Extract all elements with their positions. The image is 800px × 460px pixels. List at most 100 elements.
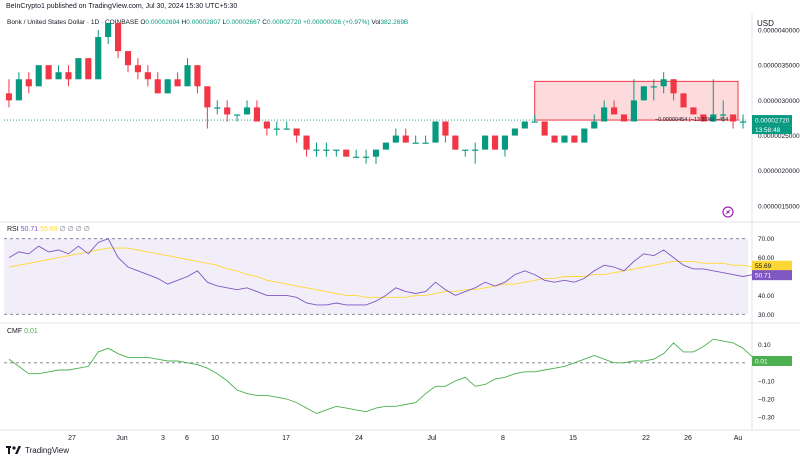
last-price-badge-bg bbox=[752, 115, 792, 126]
candle-body bbox=[611, 107, 618, 115]
candle-body bbox=[293, 128, 300, 136]
candle-body bbox=[75, 58, 82, 80]
cmf-value: 0.01 bbox=[24, 328, 38, 335]
countdown-bg bbox=[752, 125, 792, 135]
candle-body bbox=[541, 121, 548, 136]
publisher-header: BeInCrypto1 published on TradingView.com… bbox=[0, 0, 800, 14]
candle-body bbox=[333, 149, 340, 151]
brand-name: TradingView bbox=[25, 445, 70, 455]
rsi-line bbox=[8, 238, 754, 306]
footer-brand[interactable]: TradingView bbox=[6, 445, 69, 455]
rsi-tick: 40.00 bbox=[758, 293, 775, 300]
cmf-badge: 0.01 bbox=[755, 358, 768, 365]
cmf-tick: −0.30 bbox=[758, 415, 775, 422]
candle-body bbox=[620, 114, 628, 122]
cmf-legend: CMF 0.01 bbox=[7, 328, 38, 335]
x-tick-label: 26 bbox=[684, 435, 692, 442]
rsi-tick: 60.00 bbox=[758, 255, 775, 262]
rsi-band bbox=[4, 238, 748, 315]
candle-body bbox=[690, 107, 697, 115]
candle-body bbox=[650, 86, 657, 88]
candle-body bbox=[5, 93, 13, 101]
volume-value: 382.269B bbox=[380, 19, 409, 26]
cmf-label[interactable]: CMF bbox=[7, 328, 23, 335]
cmf-tick: −0.20 bbox=[758, 397, 775, 404]
candle-body bbox=[730, 114, 737, 122]
tradingview-logo-icon bbox=[6, 446, 21, 454]
candle-body bbox=[710, 114, 717, 122]
candle-body bbox=[154, 79, 161, 94]
rsi-ma-line bbox=[8, 247, 754, 298]
candle-body bbox=[630, 100, 637, 122]
x-tick-label: Jun bbox=[116, 435, 127, 442]
candle-body bbox=[184, 65, 191, 87]
currency-label[interactable]: USD bbox=[757, 19, 774, 28]
publisher-line: BeInCrypto1 published on TradingView.com… bbox=[6, 3, 238, 10]
candle-body bbox=[174, 79, 181, 87]
candle-body bbox=[234, 114, 241, 116]
countdown-badge: 13:58:48 bbox=[755, 127, 781, 134]
candle-body bbox=[263, 121, 270, 129]
rsi-label[interactable]: RSI bbox=[7, 226, 19, 233]
cmf-tick: 0.10 bbox=[758, 342, 771, 349]
candle-body bbox=[551, 135, 558, 143]
candle-body bbox=[581, 128, 588, 143]
candle-body bbox=[660, 79, 667, 87]
rsi-legend: RSI 50.71 55.69 ∅ ∅ ∅ ∅ bbox=[7, 225, 90, 233]
x-tick-label: 22 bbox=[642, 435, 650, 442]
candle-body bbox=[402, 135, 409, 143]
x-tick-label: 3 bbox=[161, 435, 165, 442]
candle-body bbox=[105, 22, 112, 38]
candle-body bbox=[134, 65, 141, 73]
candle-body bbox=[472, 149, 479, 151]
candle-body bbox=[363, 156, 370, 158]
candle-body bbox=[501, 135, 509, 150]
rsi-ma-badge-bg bbox=[752, 260, 792, 271]
candle-body bbox=[372, 149, 380, 157]
candle-body bbox=[313, 149, 320, 151]
candle-body bbox=[85, 58, 92, 80]
interval[interactable]: 1D bbox=[90, 19, 100, 26]
candle-body bbox=[442, 121, 449, 136]
candle-body bbox=[164, 79, 171, 94]
candle-body bbox=[124, 51, 132, 66]
cmf-line bbox=[8, 338, 764, 414]
x-tick-label: 8 bbox=[501, 435, 505, 442]
x-tick-label: 17 bbox=[282, 435, 290, 442]
rsi-value: 50.71 bbox=[20, 226, 39, 233]
candle-body bbox=[243, 107, 251, 115]
x-tick-label: 15 bbox=[569, 435, 577, 442]
candle-body bbox=[95, 37, 102, 80]
low-value: 0.00002667 bbox=[226, 19, 261, 26]
candle-body bbox=[432, 121, 439, 143]
cmf-badge-bg bbox=[752, 355, 792, 366]
candle-body bbox=[382, 142, 389, 150]
candle-body bbox=[591, 121, 598, 129]
rsi-badge: 50.71 bbox=[755, 273, 772, 280]
candle-body bbox=[491, 135, 499, 150]
candle-body bbox=[640, 86, 647, 101]
rsi-ma-badge: 55.69 bbox=[755, 263, 772, 270]
rsi-badge-bg bbox=[752, 270, 792, 281]
high-value: 0.00002807 bbox=[186, 19, 221, 26]
candle-body bbox=[204, 86, 211, 108]
candle-body bbox=[462, 149, 469, 151]
candle-body bbox=[283, 128, 290, 130]
candle-body bbox=[521, 121, 528, 129]
candle-body bbox=[144, 72, 151, 80]
close-value: 0.00002720 bbox=[266, 19, 302, 26]
cmf-tick: −0.10 bbox=[758, 378, 775, 385]
candle-body bbox=[323, 149, 330, 151]
candle-body bbox=[422, 142, 429, 144]
candle-body bbox=[353, 156, 360, 158]
candle-body bbox=[511, 128, 518, 136]
price-tick: 0.0000020000 bbox=[758, 168, 800, 175]
candle-body bbox=[115, 22, 122, 52]
candle-body bbox=[700, 114, 707, 122]
candle-body bbox=[35, 65, 42, 87]
open-value: 0.00002694 bbox=[145, 19, 180, 26]
rsi-tick: 70.00 bbox=[758, 236, 775, 243]
candle-body bbox=[601, 107, 608, 122]
symbol-name[interactable]: Bonk / United States Dollar bbox=[7, 19, 86, 26]
